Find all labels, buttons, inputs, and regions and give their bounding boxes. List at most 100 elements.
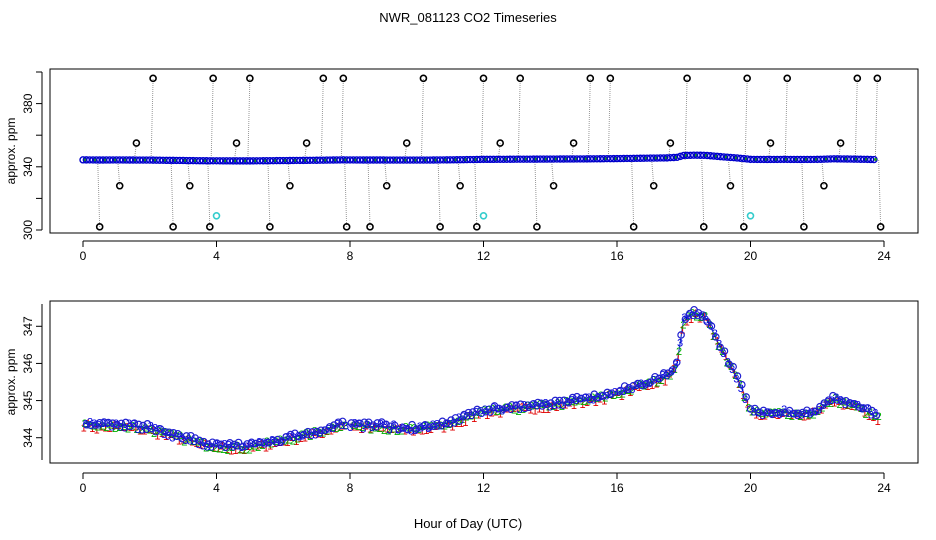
series-point-4 [204,440,212,449]
series-point-4 [273,435,282,444]
series-point-4 [230,440,238,449]
baseline-point [866,155,875,164]
spike-point-mid-low [549,181,558,190]
series-point-1: 1 [180,434,186,446]
spike-point-mid-low [186,181,194,190]
series-point-3: 3 [529,399,535,411]
series-point-3: 3 [443,419,449,431]
series-point-3: 3 [868,409,874,421]
series-point-4 [91,421,100,429]
series-point-1: 1 [627,387,633,399]
series-point-4 [395,425,403,434]
series-point-4 [495,404,503,413]
spike-point-low [740,223,748,231]
series-point-3: 3 [412,425,418,437]
series-point-2: 2 [476,407,482,419]
series-point-2: 2 [229,442,235,454]
series-point-2: 2 [767,407,773,419]
series-point-2: 2 [290,436,296,448]
series-point-2: 2 [494,406,500,418]
series-point-2: 2 [867,406,873,418]
series-point-4 [278,437,286,445]
series-point-3: 3 [495,403,501,415]
series-point-1: 1 [801,412,807,424]
series-point-4 [729,362,737,371]
series-point-2: 2 [824,398,830,410]
series-point-1: 1 [783,407,789,419]
spike-point-high [479,74,488,83]
series-point-1: 1 [571,400,577,412]
spike-line-mid-low [457,159,461,186]
series-point-2: 2 [615,389,621,401]
series-point-4 [633,379,642,388]
series-point-3: 3 [213,439,219,451]
series-point-4 [338,417,347,426]
series-point-1: 1 [449,421,455,433]
series-point-2: 2 [771,407,777,419]
spike-point-mid-low [286,181,294,190]
series-point-1: 1 [488,408,494,420]
series-point-2: 2 [646,377,652,389]
series-point-1: 1 [541,404,547,416]
series-point-3: 3 [330,423,336,435]
series-point-4 [581,393,590,401]
series-point-3: 3 [122,422,128,434]
series-point-2: 2 [776,406,782,418]
series-point-3: 3 [317,428,323,440]
series-point-2: 2 [207,442,213,454]
series-point-2: 2 [542,399,548,411]
series-point-2: 2 [359,422,365,434]
spike-line-low [878,159,882,227]
series-point-4 [373,419,382,427]
series-point-4 [551,396,560,405]
series-point-4 [777,409,785,417]
spike-point-mid-high [766,139,775,147]
series-point-1: 1 [870,412,876,424]
series-point-4 [482,407,490,416]
series-point-2: 2 [563,396,569,408]
series-point-3: 3 [104,418,110,430]
series-point-1: 1 [133,422,139,434]
series-point-4 [790,409,798,418]
series-point-1: 1 [141,425,147,437]
top-ylabel: approx. ppm [4,118,18,185]
series-point-2: 2 [602,393,608,405]
series-point-2: 2 [186,434,192,446]
series-point-2: 2 [550,401,556,413]
series-point-4 [104,418,113,427]
series-point-4 [247,438,256,447]
series-point-1: 1 [675,352,681,364]
series-point-3: 3 [430,419,436,431]
series-point-2: 2 [745,403,751,415]
series-point-1: 1 [341,421,347,433]
x-tick-label: 8 [347,481,354,495]
series-point-1: 1 [436,420,442,432]
profile-line [483,396,601,413]
spike-point-mid-high [302,139,311,147]
spike-line-high [247,78,251,161]
series-point-4 [334,418,343,427]
series-point-4 [651,372,659,381]
series-point-1: 1 [545,404,551,416]
series-point-4 [738,380,746,389]
series-point-1: 1 [697,313,703,325]
spike-line-high [684,78,688,161]
spike-point-mid-high [232,139,241,147]
series-point-4 [521,404,529,413]
series-point-4 [382,420,390,429]
series-point-1: 1 [762,411,768,423]
series-point-1: 1 [462,417,468,429]
series-point-2: 2 [811,409,817,421]
series-point-4 [720,347,729,355]
series-point-4 [130,419,139,427]
series-point-4 [833,396,842,404]
series-point-4 [607,389,616,397]
spike-line-high [420,78,424,161]
series-point-2: 2 [750,406,756,418]
series-point-1: 1 [497,409,503,421]
series-point-2: 2 [459,414,465,426]
series-point-4 [187,431,195,440]
spike-point-low [699,223,708,231]
top-axes: 0 4 8 12 16 20 24 300 340 380 [21,71,891,263]
series-point-4 [429,422,438,430]
